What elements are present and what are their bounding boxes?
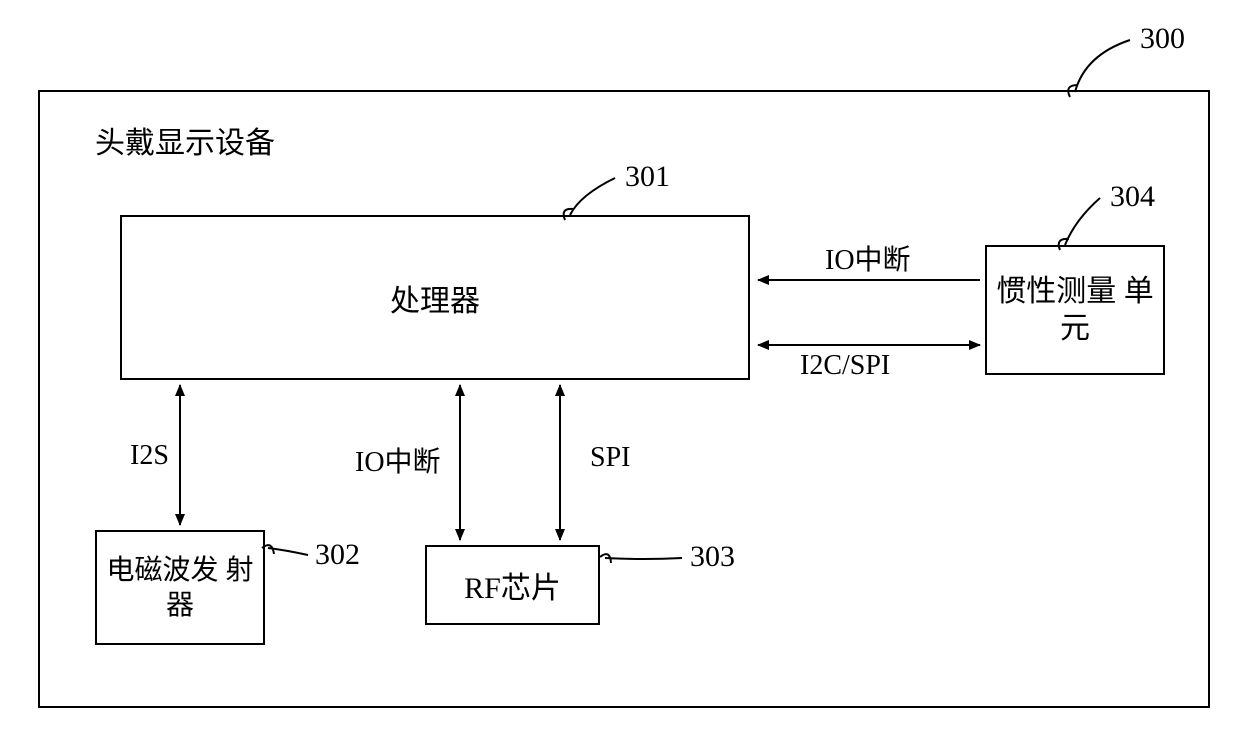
edge-label-i2c-spi: I2C/SPI xyxy=(800,350,890,382)
leader-300 xyxy=(1068,40,1130,97)
node-imu-label: 惯性测量 单元 xyxy=(987,273,1163,348)
node-processor-label: 处理器 xyxy=(390,276,480,320)
ref-id-302: 302 xyxy=(315,538,360,572)
ref-id-303: 303 xyxy=(690,540,735,574)
diagram-canvas: 头戴显示设备 处理器 电磁波发 射器 RF芯片 惯性测量 单元 I2S IO中断… xyxy=(0,0,1240,739)
node-rf-chip-label: RF芯片 xyxy=(464,563,561,607)
node-em-transmitter-label: 电磁波发 射器 xyxy=(97,553,263,623)
ref-id-304: 304 xyxy=(1110,180,1155,214)
node-processor: 处理器 xyxy=(120,215,750,380)
edge-label-io-interrupt-imu: IO中断 xyxy=(825,238,911,278)
edge-label-i2s: I2S xyxy=(130,440,169,472)
edge-label-spi: SPI xyxy=(590,442,630,474)
container-title: 头戴显示设备 xyxy=(95,118,275,162)
node-em-transmitter: 电磁波发 射器 xyxy=(95,530,265,645)
ref-id-300: 300 xyxy=(1140,22,1185,56)
ref-id-301: 301 xyxy=(625,160,670,194)
node-imu: 惯性测量 单元 xyxy=(985,245,1165,375)
node-rf-chip: RF芯片 xyxy=(425,545,600,625)
edge-label-io-interrupt-rf: IO中断 xyxy=(355,440,441,480)
